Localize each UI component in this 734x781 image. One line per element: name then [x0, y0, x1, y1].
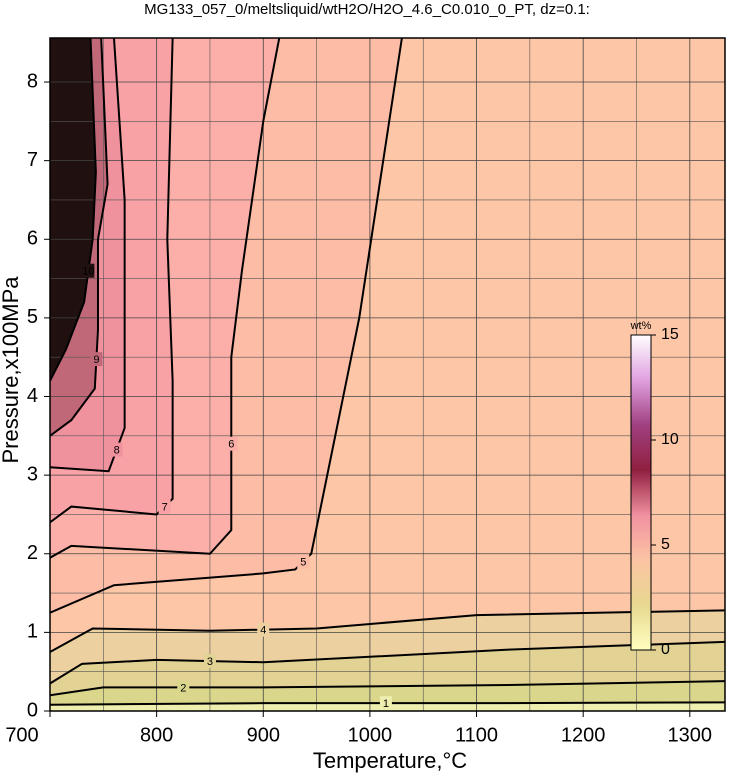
contour-line — [50, 38, 109, 437]
chart-title: MG133_057_0/meltsliquid/wtH2O/H2O_4.6_C0… — [144, 1, 590, 18]
contour-label: 6 — [228, 439, 234, 451]
contour-label: 7 — [162, 501, 168, 513]
x-tick-label: 800 — [140, 724, 173, 746]
contour-label: 2 — [180, 682, 186, 694]
contour-label: 1 — [383, 698, 389, 710]
y-tick-label: 4 — [27, 385, 38, 407]
y-tick-label: 8 — [27, 70, 38, 92]
y-tick-label: 7 — [27, 149, 38, 171]
contour-label: 3 — [207, 656, 213, 668]
colorbar-tick-label: 15 — [661, 326, 679, 343]
y-tick-label: 3 — [27, 463, 38, 485]
colorbar-tick-label: 10 — [661, 431, 679, 448]
plot-area: 5 6 7 8 9 10 4 3 2 1 — [50, 38, 725, 711]
colorbar — [630, 334, 652, 651]
plot-frame — [49, 37, 726, 712]
x-axis-label: Temperature,°C — [313, 748, 467, 773]
contour-label-bg — [379, 696, 392, 711]
contour-label-bg — [177, 680, 190, 695]
contour-label-bg — [158, 499, 171, 514]
contour-label-bg — [203, 654, 216, 669]
contour-label: 4 — [260, 625, 266, 637]
y-axis-label: Pressure,x100MPa — [0, 276, 23, 464]
x-tick-label: 700 — [5, 724, 38, 746]
y-tick-label: 2 — [27, 542, 38, 564]
contour-label-bg — [257, 622, 270, 637]
y-tick-label: 0 — [27, 699, 38, 721]
colorbar-tick-label: 5 — [661, 536, 670, 553]
contour-label-bg — [82, 263, 95, 278]
x-tick-label: 900 — [247, 724, 280, 746]
contour-label: 9 — [93, 354, 99, 366]
colorbar-label: wt% — [630, 320, 652, 332]
x-tick-label: 1000 — [348, 724, 393, 746]
colorbar-tick-label: 0 — [661, 641, 670, 658]
contour-label-bg — [90, 352, 103, 367]
contour-line — [50, 38, 174, 524]
contour-label: 10 — [82, 266, 94, 278]
contour-label: 5 — [300, 557, 306, 569]
y-tick-label: 1 — [27, 621, 38, 643]
contour-line — [50, 38, 126, 473]
x-tick-label: 1300 — [668, 724, 713, 746]
contour-label: 8 — [114, 444, 120, 456]
y-tick-label: 6 — [27, 228, 38, 250]
contour-line — [50, 680, 725, 697]
contour-label-bg — [297, 554, 310, 569]
contour-label-bg — [110, 442, 123, 457]
y-tick-label: 5 — [27, 306, 38, 328]
x-tick-label: 1200 — [561, 724, 606, 746]
contour-label-bg — [225, 436, 238, 451]
x-tick-label: 1100 — [455, 724, 498, 746]
